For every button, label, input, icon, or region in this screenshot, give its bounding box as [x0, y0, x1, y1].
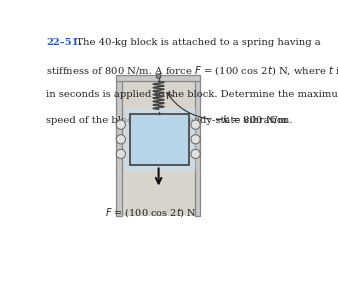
Bar	[195, 81, 200, 216]
Circle shape	[156, 74, 161, 78]
Text: in seconds is applied to the block. Determine the maximum: in seconds is applied to the block. Dete…	[46, 90, 338, 99]
Circle shape	[116, 120, 125, 129]
Circle shape	[116, 135, 125, 144]
Circle shape	[191, 120, 200, 129]
Bar	[116, 75, 200, 81]
Bar	[116, 81, 200, 216]
FancyBboxPatch shape	[124, 108, 196, 172]
Text: stiffness of 800 N/m. A force $F$ = (100 cos 2$t$) N, where $t$ is: stiffness of 800 N/m. A force $F$ = (100…	[46, 64, 338, 77]
Text: $-k$ = 800 N/m: $-k$ = 800 N/m	[214, 113, 289, 125]
Circle shape	[191, 135, 200, 144]
Text: 22–51.: 22–51.	[46, 38, 82, 47]
Text: $F$ = (100 cos 2$t$) N: $F$ = (100 cos 2$t$) N	[105, 206, 197, 219]
Circle shape	[116, 149, 125, 158]
Text: speed of the block for the steady-state vibration.: speed of the block for the steady-state …	[46, 116, 293, 125]
Bar	[130, 114, 189, 166]
Circle shape	[191, 149, 200, 158]
Text: The 40-kg block is attached to a spring having a: The 40-kg block is attached to a spring …	[70, 38, 321, 47]
Bar	[116, 81, 122, 216]
